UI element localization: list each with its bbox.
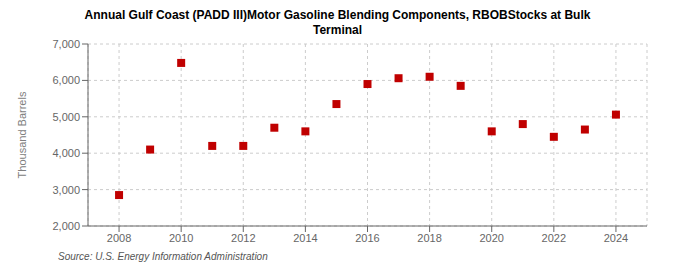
svg-text:2012: 2012: [231, 232, 255, 244]
svg-text:7,000: 7,000: [52, 38, 80, 50]
svg-text:2024: 2024: [604, 232, 628, 244]
svg-text:6,000: 6,000: [52, 74, 80, 86]
svg-text:2016: 2016: [355, 232, 379, 244]
svg-text:2022: 2022: [542, 232, 566, 244]
svg-text:2010: 2010: [169, 232, 193, 244]
html-text:Annual Gulf Coast (PADD III)Mo: Annual Gulf Coast (PADD III)Motor Gasoli…: [84, 8, 591, 37]
svg-text:2014: 2014: [293, 232, 317, 244]
svg-text:5,000: 5,000: [52, 111, 80, 123]
svg-text:3,000: 3,000: [52, 184, 80, 196]
svg-text:Thousand Barrels: Thousand Barrels: [16, 91, 28, 178]
svg-text:2018: 2018: [417, 232, 441, 244]
html-text:Source: U.S. Energy Informatio: Source: U.S. Energy Information Administ…: [58, 251, 268, 262]
svg-text:2,000: 2,000: [52, 220, 80, 232]
svg-text:4,000: 4,000: [52, 147, 80, 159]
svg-text:2008: 2008: [107, 232, 131, 244]
svg-text:2020: 2020: [479, 232, 503, 244]
